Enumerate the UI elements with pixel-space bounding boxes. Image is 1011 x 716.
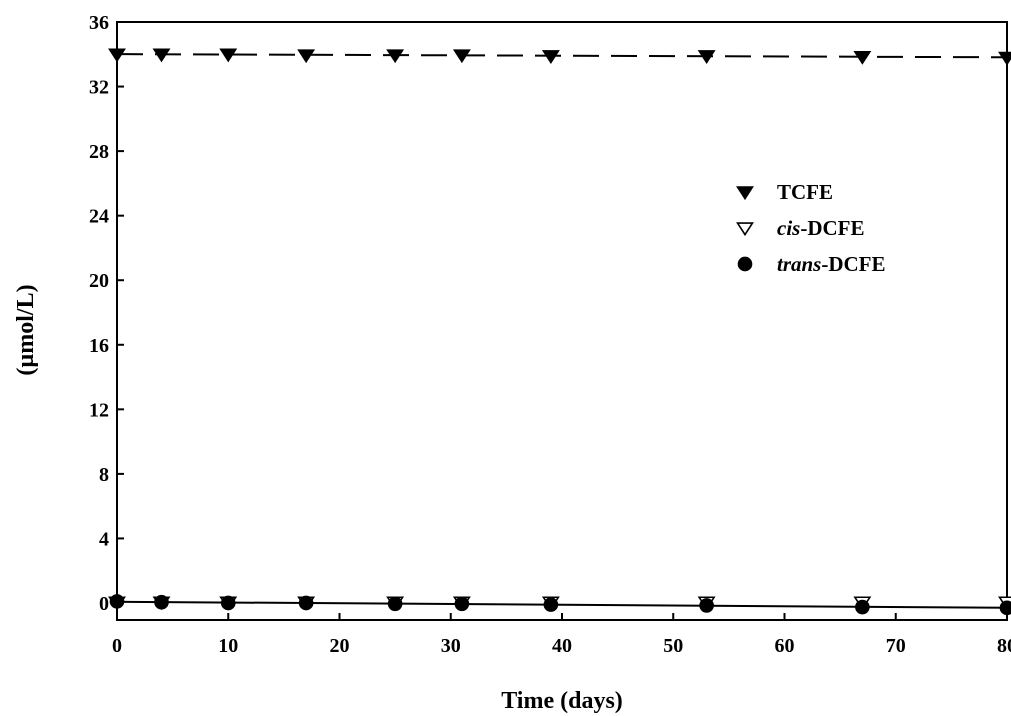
plot-frame	[116, 21, 1008, 621]
y-tick-label: 4	[99, 528, 109, 550]
legend-label-plain-part: -DCFE	[821, 252, 885, 276]
y-tick-label: 24	[89, 206, 109, 228]
y-axis-ticks: 0 4 8 12 16 20 24 28 32 36	[89, 12, 124, 615]
legend-label-tcfe: TCFE	[777, 180, 833, 204]
legend-label-trans-dcfe: trans-DCFE	[777, 252, 886, 276]
y-tick-label: 0	[99, 593, 109, 615]
data-point-trans-dcfe	[699, 598, 714, 613]
data-point-trans-dcfe	[999, 600, 1011, 616]
data-point-tcfe	[386, 49, 405, 64]
data-point-trans-dcfe	[154, 594, 169, 610]
x-tick-label: 80	[997, 635, 1011, 657]
data-point-tcfe	[108, 48, 126, 63]
data-point-tcfe	[452, 49, 471, 64]
y-axis-title: (µmol/L)	[13, 284, 39, 375]
x-tick-label: 0	[112, 635, 122, 657]
x-tick-label: 10	[218, 635, 238, 657]
data-point-tcfe	[297, 49, 316, 64]
legend-label-plain-part: -DCFE	[800, 216, 864, 240]
legend-label-cis-dcfe: cis-DCFE	[777, 216, 865, 240]
fit-line-tcfe	[116, 53, 1008, 59]
x-tick-label: 70	[886, 635, 906, 657]
data-point-tcfe	[219, 48, 238, 63]
data-point-trans-dcfe	[109, 594, 125, 609]
y-tick-label: 36	[89, 12, 109, 34]
data-point-tcfe	[541, 50, 560, 64]
fit-lines	[116, 53, 1008, 609]
y-tick-label: 20	[89, 270, 109, 292]
y-tick-label: 12	[89, 399, 109, 421]
x-tick-label: 40	[552, 635, 572, 657]
x-axis-title: Time (days)	[501, 688, 623, 714]
data-point-trans-dcfe	[298, 595, 314, 611]
data-points	[108, 48, 1011, 616]
x-tick-label: 30	[441, 635, 461, 657]
data-point-trans-dcfe	[543, 597, 559, 612]
y-tick-label: 16	[89, 335, 109, 357]
fit-line-trans-dcfe	[116, 600, 1008, 609]
x-tick-label: 50	[663, 635, 683, 657]
data-point-tcfe	[853, 50, 872, 65]
x-tick-label: 60	[775, 635, 795, 657]
legend-marker-tcfe	[736, 186, 754, 201]
data-point-tcfe	[152, 48, 171, 63]
legend-marker-cis-dcfe	[736, 222, 754, 237]
x-tick-label: 20	[330, 635, 350, 657]
plot-area-border	[116, 21, 1008, 621]
data-point-trans-dcfe	[387, 596, 403, 612]
y-tick-label: 8	[99, 464, 109, 486]
data-point-tcfe	[697, 50, 716, 64]
x-axis-ticks: 0 10 20 30 40 50 60 70 80	[112, 613, 1011, 657]
legend-label-italic-part: trans	[777, 252, 821, 276]
data-point-trans-dcfe	[855, 599, 870, 615]
data-point-trans-dcfe	[220, 595, 236, 611]
legend-label-italic-part: cis	[777, 216, 800, 240]
y-tick-label: 32	[89, 77, 109, 99]
legend-marker-trans-dcfe	[737, 256, 753, 272]
data-point-trans-dcfe	[454, 596, 470, 612]
y-tick-label: 28	[89, 141, 109, 163]
data-point-tcfe	[998, 51, 1011, 66]
